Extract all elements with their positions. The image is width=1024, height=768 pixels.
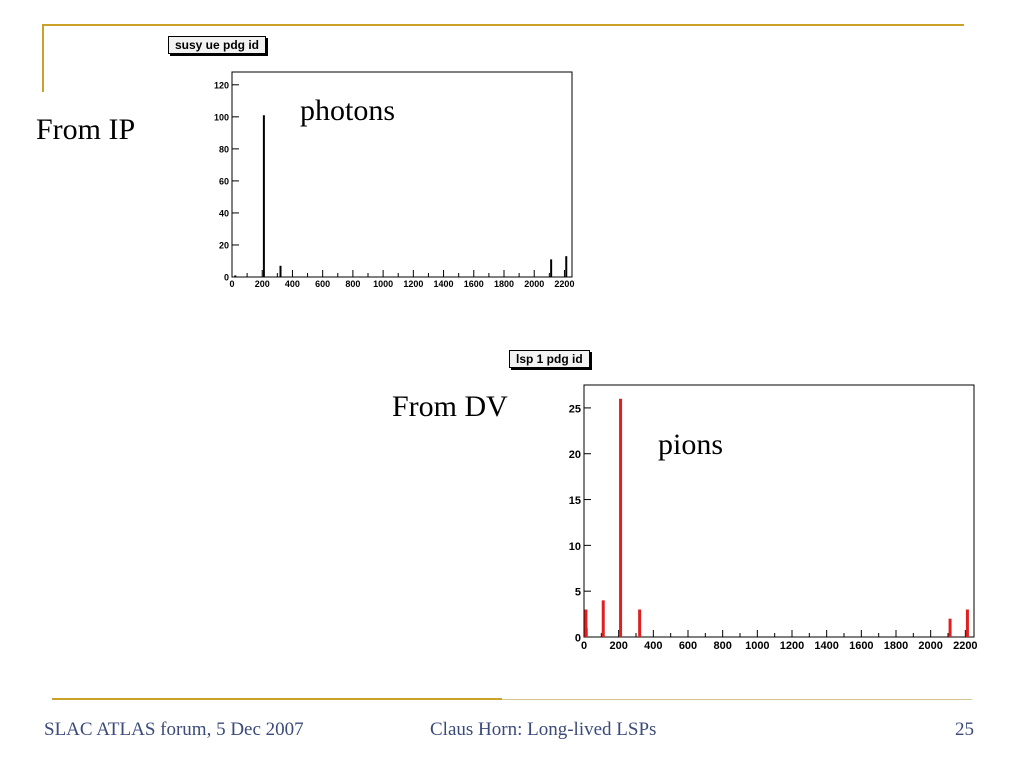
chart-1: 0 200 400 600 800 1000 1200 1400 1600 1800 2000 220… — [214, 71, 574, 289]
top-rule — [42, 24, 964, 26]
bar — [279, 265, 282, 277]
bar — [550, 259, 553, 277]
x-tick-label: 600 — [679, 640, 697, 652]
plot-frame — [231, 71, 573, 278]
y-tick-label: 20 — [569, 449, 581, 461]
x-tick-label: 800 — [713, 640, 731, 652]
y-tick-label: 10 — [569, 541, 581, 553]
chart-1-title: susy ue pdg id — [168, 36, 267, 54]
x-tick-label: 400 — [285, 279, 300, 289]
bar — [234, 275, 237, 277]
x-tick-label: 1000 — [745, 640, 769, 652]
chart-2: 0 200 400 600 800 1000 1200 1400 1600 1800 2000 220… — [569, 384, 978, 652]
annotation-photons: photons — [300, 94, 396, 127]
x-tick-label: 1400 — [814, 640, 838, 652]
x-tick-label: 2000 — [524, 279, 544, 289]
x-tick-label: 1400 — [434, 279, 454, 289]
x-tick-label: 1800 — [884, 640, 908, 652]
x-tick-label: 400 — [644, 640, 662, 652]
left-rule — [42, 24, 44, 92]
y-tick-label: 60 — [219, 176, 229, 186]
y-tick-label: 0 — [224, 273, 229, 283]
y-tick-label: 5 — [575, 587, 581, 599]
bar — [262, 115, 265, 277]
plot-frame — [583, 384, 975, 638]
label-from-dv: From DV — [392, 390, 508, 423]
y-tick-label: 0 — [575, 633, 581, 645]
x-tick-label: 1600 — [849, 640, 873, 652]
footer-rule-bold — [52, 698, 502, 700]
y-tick-label: 15 — [569, 495, 581, 507]
x-tick-label: 1000 — [373, 279, 393, 289]
x-tick-label: 200 — [609, 640, 627, 652]
y-tick-label: 40 — [219, 208, 229, 218]
y-tick-label: 100 — [214, 112, 229, 122]
bar — [584, 627, 588, 637]
bar — [948, 618, 952, 637]
footer-left: SLAC ATLAS forum, 5 Dec 2007 — [44, 719, 304, 740]
x-tick-label: 1200 — [403, 279, 423, 289]
bar — [619, 398, 623, 637]
bar — [965, 609, 969, 637]
bar — [638, 609, 642, 637]
footer-rule-thin — [502, 699, 972, 700]
x-tick-label: 2200 — [953, 640, 977, 652]
bar — [601, 600, 605, 637]
x-tick-label: 600 — [315, 279, 330, 289]
x-tick-label: 1600 — [464, 279, 484, 289]
y-tick-label: 25 — [569, 403, 581, 415]
x-tick-label: 2000 — [918, 640, 942, 652]
x-tick-label: 200 — [255, 279, 270, 289]
annotation-pions: pions — [658, 428, 724, 461]
page-number: 25 — [955, 719, 974, 740]
x-tick-label: 800 — [345, 279, 360, 289]
label-from-ip: From IP — [36, 113, 136, 146]
y-tick-label: 20 — [219, 240, 229, 250]
x-tick-label: 2200 — [554, 279, 574, 289]
y-tick-label: 80 — [219, 144, 229, 154]
chart-2-title: lsp 1 pdg id — [509, 350, 590, 368]
x-tick-label: 1200 — [780, 640, 804, 652]
x-tick-label: 0 — [229, 279, 234, 289]
x-tick-label: 1800 — [494, 279, 514, 289]
footer-center: Claus Horn: Long-lived LSPs — [430, 719, 657, 740]
bar — [584, 609, 588, 637]
x-tick-label: 0 — [581, 640, 587, 652]
bar — [565, 256, 568, 277]
y-tick-label: 120 — [214, 80, 229, 90]
